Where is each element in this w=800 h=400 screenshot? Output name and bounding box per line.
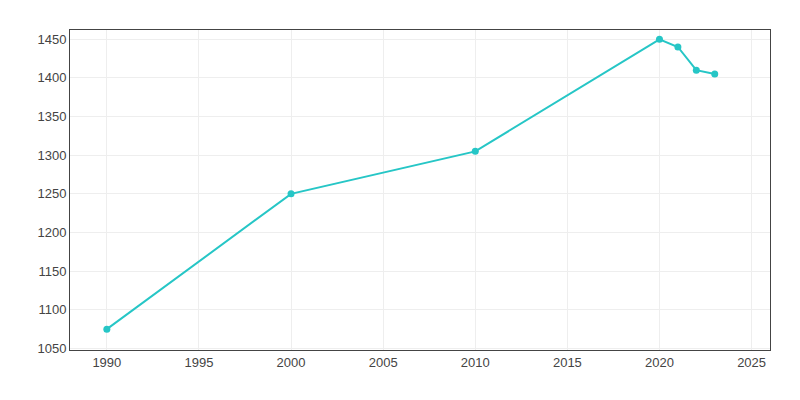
svg-text:2020: 2020 — [645, 355, 674, 370]
svg-text:1400: 1400 — [37, 70, 66, 85]
svg-text:1450: 1450 — [37, 32, 66, 47]
svg-text:2010: 2010 — [461, 355, 490, 370]
svg-text:1100: 1100 — [38, 302, 66, 317]
svg-text:1150: 1150 — [38, 264, 66, 279]
svg-text:1995: 1995 — [184, 355, 213, 370]
svg-text:1350: 1350 — [37, 109, 66, 124]
svg-text:1200: 1200 — [37, 225, 66, 240]
svg-text:1990: 1990 — [92, 355, 121, 370]
svg-text:1300: 1300 — [37, 148, 66, 163]
svg-text:1050: 1050 — [37, 341, 66, 356]
svg-text:1250: 1250 — [37, 186, 66, 201]
svg-text:2015: 2015 — [553, 355, 582, 370]
svg-text:2025: 2025 — [737, 355, 766, 370]
svg-text:2000: 2000 — [277, 355, 306, 370]
svg-text:2005: 2005 — [369, 355, 398, 370]
